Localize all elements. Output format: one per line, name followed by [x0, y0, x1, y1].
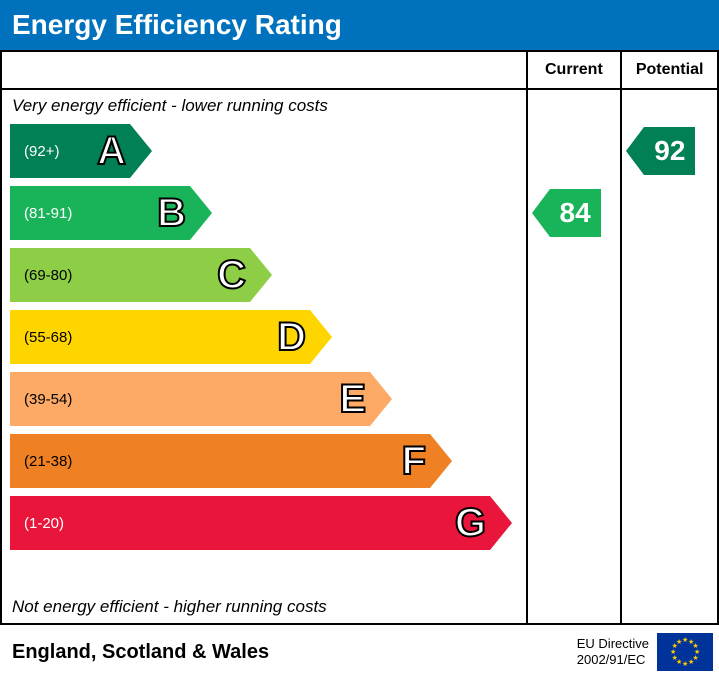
bands-header-spacer [2, 52, 526, 90]
band-range: (1-20) [10, 515, 64, 532]
epc-chart: Energy Efficiency Rating Very energy eff… [0, 0, 719, 675]
band-bar: (81-91) B [10, 186, 190, 240]
potential-header: Potential [622, 52, 717, 90]
band-letter: D [277, 315, 306, 360]
caption-bottom: Not energy efficient - higher running co… [2, 593, 337, 623]
band-bar: (69-80) C [10, 248, 250, 302]
band-bar: (1-20) G [10, 496, 490, 550]
band-bar: (55-68) D [10, 310, 310, 364]
band-range: (81-91) [10, 205, 72, 222]
caption-top: Very energy efficient - lower running co… [2, 90, 526, 118]
potential-body: 92 [622, 90, 717, 625]
band-range: (39-54) [10, 391, 72, 408]
band-a: (92+) A [10, 124, 152, 178]
band-letter: G [455, 501, 486, 546]
bands-area: Very energy efficient - lower running co… [2, 90, 526, 623]
rating-arrow-icon [626, 127, 644, 175]
rating-value-current: 84 [550, 189, 601, 237]
rating-value-potential: 92 [644, 127, 695, 175]
eu-star-icon: ★ [682, 660, 688, 668]
band-g: (1-20) G [10, 496, 512, 550]
rating-arrow-icon [532, 189, 550, 237]
rating-badge-potential: 92 [626, 127, 695, 175]
current-column: Current 84 [528, 52, 623, 623]
chart-title: Energy Efficiency Rating [0, 0, 719, 50]
footer-directive: EU Directive 2002/91/EC [577, 636, 649, 667]
eu-star-icon: ★ [676, 638, 682, 646]
band-f: (21-38) F [10, 434, 452, 488]
band-arrow-icon [430, 434, 452, 488]
band-c: (69-80) C [10, 248, 272, 302]
current-body: 84 [528, 90, 621, 625]
rating-badge-current: 84 [532, 189, 601, 237]
band-arrow-icon [310, 310, 332, 364]
band-range: (92+) [10, 143, 59, 160]
current-header: Current [528, 52, 621, 90]
eu-star-icon: ★ [688, 658, 694, 666]
chart-body: Very energy efficient - lower running co… [0, 50, 719, 625]
band-range: (69-80) [10, 267, 72, 284]
band-range: (55-68) [10, 329, 72, 346]
band-letter: F [402, 439, 426, 484]
bands-column: Very energy efficient - lower running co… [2, 52, 528, 623]
band-e: (39-54) E [10, 372, 392, 426]
band-arrow-icon [490, 496, 512, 550]
band-letter: C [217, 253, 246, 298]
chart-footer: England, Scotland & Wales EU Directive 2… [0, 625, 719, 675]
potential-column: Potential 92 [622, 52, 717, 623]
band-letter: A [97, 129, 126, 174]
band-letter: E [339, 377, 366, 422]
band-arrow-icon [250, 248, 272, 302]
band-bar: (92+) A [10, 124, 130, 178]
band-letter: B [157, 191, 186, 236]
eu-flag-icon: ★★★★★★★★★★★★ [657, 633, 713, 671]
band-d: (55-68) D [10, 310, 332, 364]
band-bar: (39-54) E [10, 372, 370, 426]
band-b: (81-91) B [10, 186, 212, 240]
directive-line2: 2002/91/EC [577, 652, 649, 668]
band-arrow-icon [130, 124, 152, 178]
band-range: (21-38) [10, 453, 72, 470]
footer-right: EU Directive 2002/91/EC ★★★★★★★★★★★★ [577, 633, 713, 671]
band-arrow-icon [190, 186, 212, 240]
band-bar: (21-38) F [10, 434, 430, 488]
band-arrow-icon [370, 372, 392, 426]
footer-region: England, Scotland & Wales [12, 641, 269, 664]
directive-line1: EU Directive [577, 636, 649, 652]
